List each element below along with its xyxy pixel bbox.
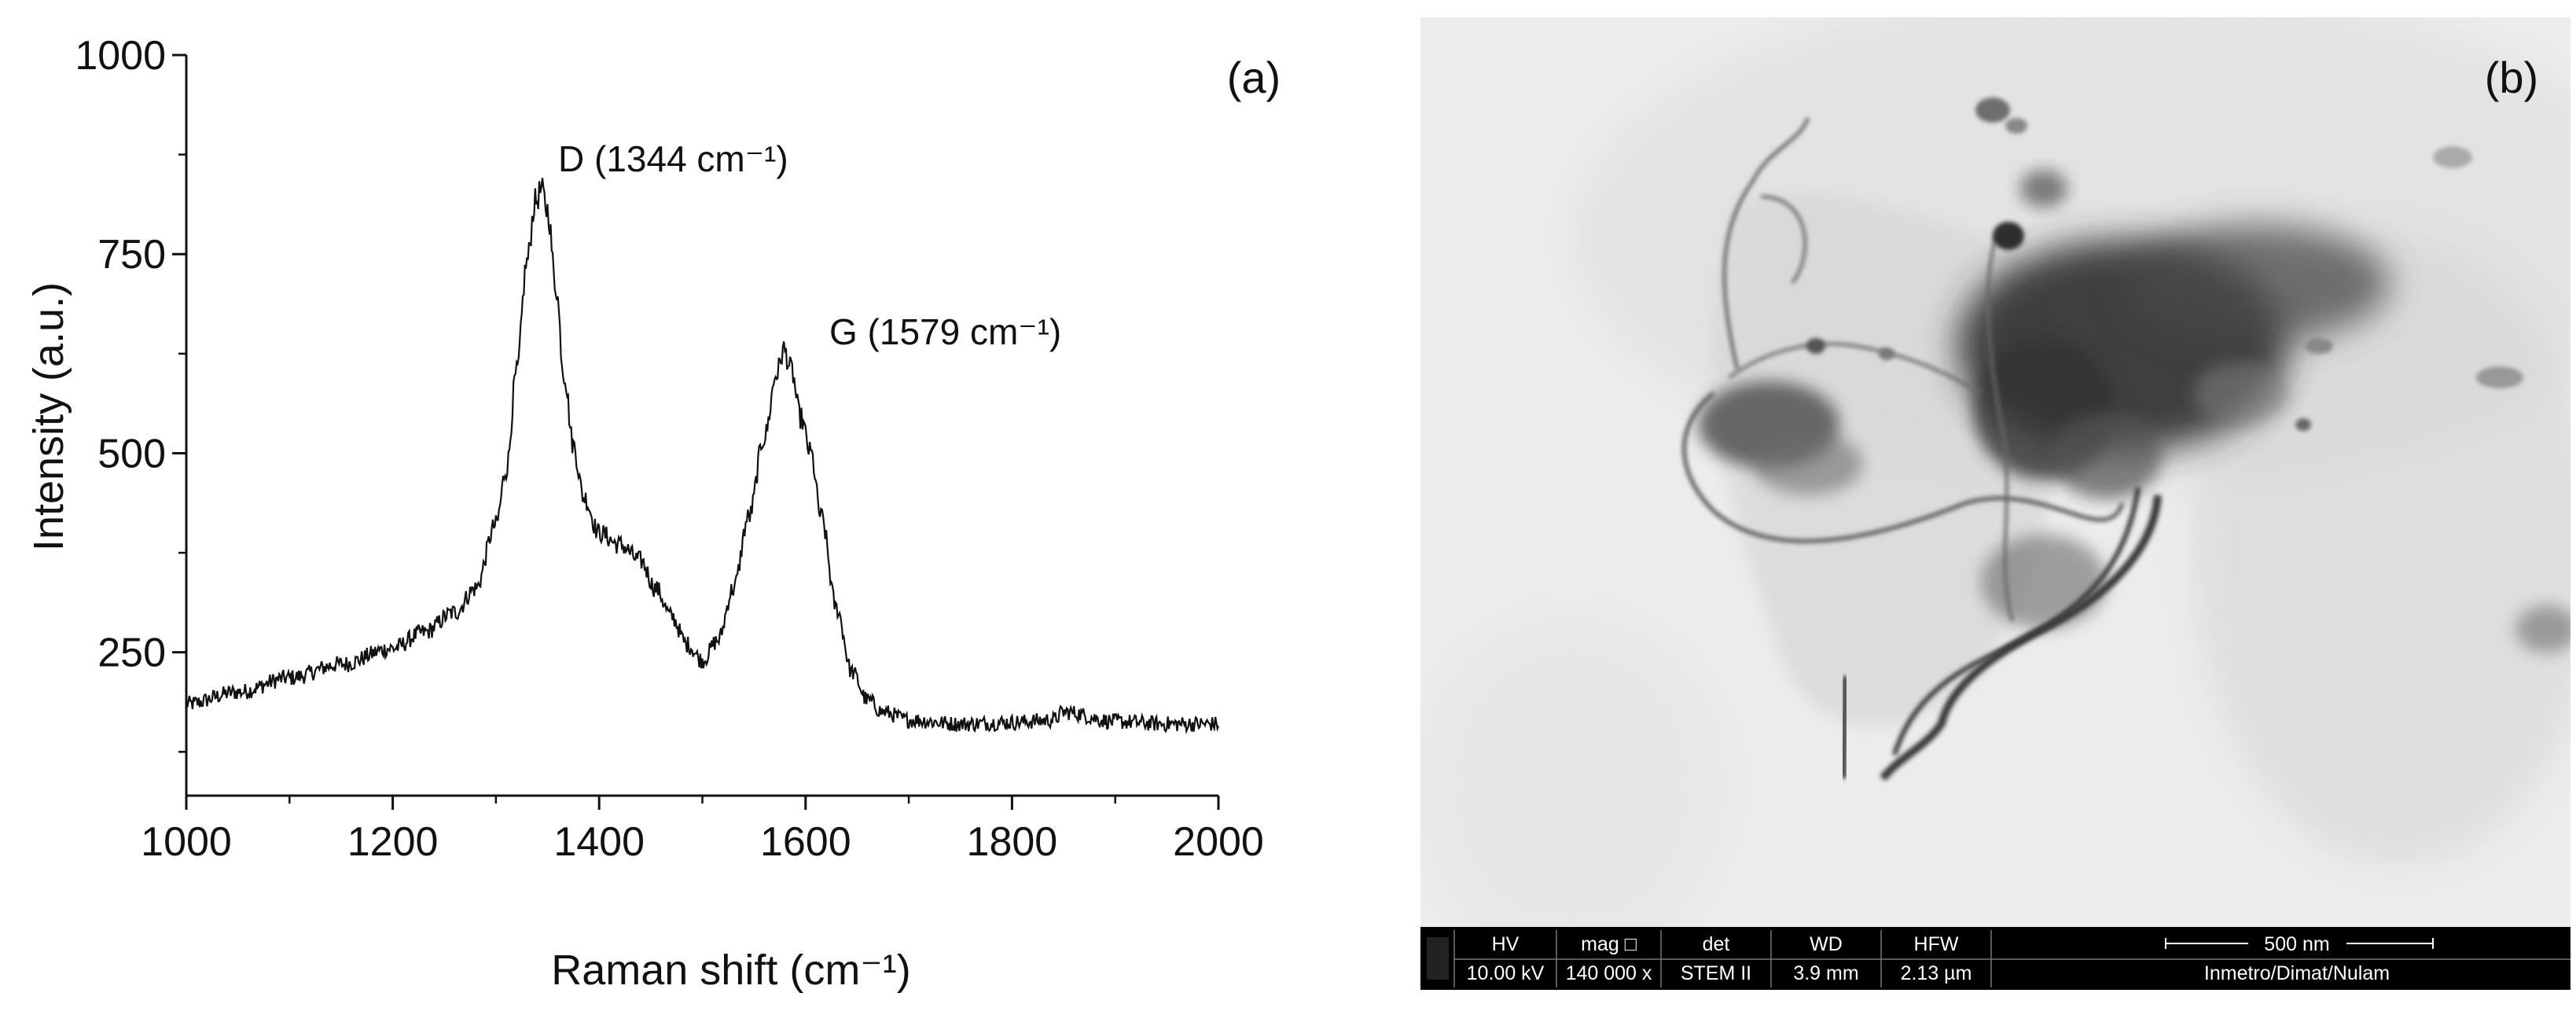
raman-chart: 250 500 750 1000 1000 1200 1400 1600 1800 2000 (… bbox=[25, 33, 1281, 994]
x-axis: 1000 1200 1400 1600 1800 2000 bbox=[141, 794, 1264, 865]
annotation-g-peak: G (1579 cm⁻¹) bbox=[829, 311, 1061, 352]
y-tick-label: 1000 bbox=[75, 33, 166, 79]
y-tick-label: 500 bbox=[97, 431, 166, 476]
y-tick-label: 750 bbox=[97, 232, 166, 278]
panel-label-b: (b) bbox=[2485, 53, 2538, 102]
x-tick-label: 1600 bbox=[760, 819, 851, 865]
info-header: WD bbox=[1810, 933, 1843, 955]
raman-spectrum-line bbox=[185, 178, 1220, 735]
x-tick-label: 1400 bbox=[553, 819, 645, 865]
info-value: 2.13 µm bbox=[1901, 962, 1972, 984]
info-value: 10.00 kV bbox=[1467, 962, 1545, 984]
info-value: 3.9 mm bbox=[1793, 962, 1858, 984]
info-header: HFW bbox=[1914, 933, 1959, 955]
x-tick-label: 1800 bbox=[967, 819, 1058, 865]
panel-label-a: (a) bbox=[1227, 53, 1281, 102]
info-bar-logo-stub bbox=[1427, 937, 1449, 980]
scale-bar: 500 nm bbox=[2165, 933, 2434, 955]
info-bar-columns: HV 10.00 kV mag □ 140 000 x det STEM II WD 3.9 … bbox=[1453, 930, 2570, 987]
info-value: STEM II bbox=[1681, 962, 1751, 984]
y-axis: 250 500 750 1000 bbox=[75, 33, 188, 796]
micrograph-info-bar: HV 10.00 kV mag □ 140 000 x det STEM II WD 3.9 … bbox=[1420, 927, 2570, 990]
info-header: mag □ bbox=[1581, 933, 1637, 955]
info-header: det bbox=[1703, 933, 1730, 955]
info-bar-background bbox=[1420, 927, 2570, 990]
micrograph-image bbox=[1420, 17, 2570, 927]
x-tick-label: 1200 bbox=[347, 819, 439, 865]
x-axis-label: Raman shift (cm⁻¹) bbox=[551, 947, 911, 994]
scale-bar-label: 500 nm bbox=[2264, 933, 2329, 955]
info-header: HV bbox=[1492, 933, 1520, 955]
info-value: 140 000 x bbox=[1566, 962, 1652, 984]
y-tick-label: 250 bbox=[97, 631, 166, 676]
annotation-d-peak: D (1344 cm⁻¹) bbox=[558, 138, 788, 179]
stem-micrograph: (b) HV 10.00 kV mag □ 140 000 x det STEM II WD… bbox=[1420, 17, 2570, 990]
institution-label: Inmetro/Dimat/Nulam bbox=[2204, 962, 2390, 984]
x-tick-label: 1000 bbox=[141, 819, 232, 865]
y-axis-label: Intensity (a.u.) bbox=[25, 282, 72, 551]
x-tick-label: 2000 bbox=[1173, 819, 1264, 865]
